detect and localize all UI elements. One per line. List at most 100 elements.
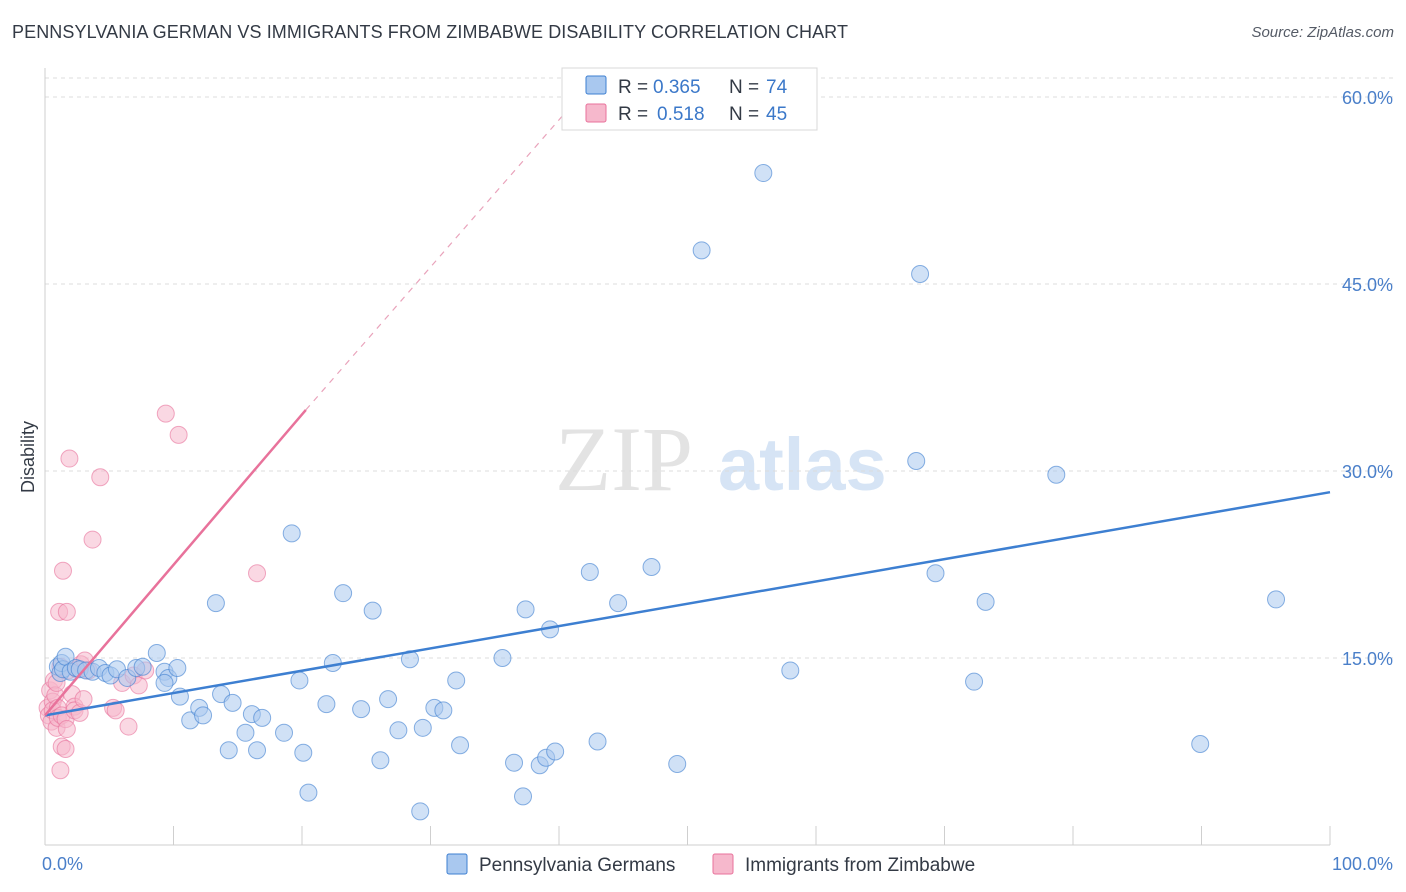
data-point-pennsylvania-german	[413, 718, 432, 737]
legend-swatch-blue	[585, 75, 607, 95]
data-point-pennsylvania-german	[248, 741, 267, 760]
watermark-atlas: atlas	[718, 423, 887, 506]
data-point-zimbabwe	[74, 690, 93, 709]
data-point-pennsylvania-german	[447, 671, 466, 690]
data-point-pennsylvania-german	[1047, 465, 1066, 484]
watermark-zip: ZIP	[555, 408, 693, 510]
data-point-pennsylvania-german	[451, 736, 470, 755]
y-axis-label: Disability	[18, 421, 38, 493]
data-point-zimbabwe	[248, 564, 267, 583]
data-point-zimbabwe	[57, 602, 76, 621]
data-point-pennsylvania-german	[206, 594, 225, 613]
series-legend-label-1: Pennsylvania Germans	[479, 855, 675, 876]
data-point-pennsylvania-german	[588, 732, 607, 751]
y-tick-labels: 15.0% 30.0% 45.0% 60.0%	[1342, 88, 1393, 669]
data-point-pennsylvania-german	[965, 672, 984, 691]
data-point-zimbabwe	[57, 720, 76, 739]
chart-title: PENNSYLVANIA GERMAN VS IMMIGRANTS FROM Z…	[12, 22, 849, 42]
axes	[44, 68, 1331, 846]
data-point-pennsylvania-german	[976, 592, 995, 611]
data-point-zimbabwe	[51, 761, 70, 780]
legend-n-label-1: N =	[729, 77, 759, 98]
data-point-zimbabwe	[119, 717, 138, 736]
data-point-pennsylvania-german	[1267, 590, 1286, 609]
x-tick-labels: 0.0% 100.0%	[42, 854, 1393, 874]
data-point-pennsylvania-german	[363, 601, 382, 620]
data-point-pennsylvania-german	[516, 600, 535, 619]
y-tick-label: 45.0%	[1342, 275, 1393, 295]
legend-n-value-2: 45	[766, 104, 787, 125]
data-point-pennsylvania-german	[907, 452, 926, 471]
data-point-pennsylvania-german	[781, 661, 800, 680]
data-point-pennsylvania-german	[334, 584, 353, 603]
series-legend-swatch-pink	[712, 853, 734, 875]
data-point-pennsylvania-german	[133, 657, 152, 676]
data-point-pennsylvania-german	[493, 649, 512, 667]
data-point-pennsylvania-german	[379, 690, 398, 709]
data-point-pennsylvania-german	[299, 783, 318, 802]
data-point-pennsylvania-german	[514, 787, 533, 806]
data-point-pennsylvania-german	[411, 802, 430, 821]
data-point-zimbabwe	[83, 530, 102, 549]
data-point-pennsylvania-german	[147, 644, 166, 663]
legend-n-value-1: 74	[766, 77, 788, 98]
data-point-pennsylvania-german	[294, 743, 313, 762]
gridlines	[45, 77, 1395, 659]
x-tick-label: 0.0%	[42, 854, 83, 874]
y-tick-label: 60.0%	[1342, 88, 1393, 108]
data-point-pennsylvania-german	[290, 671, 309, 690]
x-tick-label: 100.0%	[1332, 854, 1393, 874]
data-point-pennsylvania-german	[371, 751, 390, 770]
trend-lines	[44, 67, 1331, 717]
data-point-pennsylvania-german	[236, 723, 255, 742]
data-point-pennsylvania-german	[642, 557, 661, 576]
y-tick-label: 15.0%	[1342, 649, 1393, 669]
data-point-pennsylvania-german	[754, 164, 773, 183]
data-point-zimbabwe	[156, 404, 175, 423]
data-point-zimbabwe	[53, 561, 72, 580]
data-point-pennsylvania-german	[609, 594, 628, 613]
data-point-pennsylvania-german	[692, 241, 711, 260]
data-point-zimbabwe	[91, 468, 110, 487]
series-pennsylvania-germans	[48, 164, 1286, 821]
data-point-pennsylvania-german	[194, 706, 213, 725]
data-point-pennsylvania-german	[155, 673, 174, 692]
data-point-zimbabwe	[60, 449, 79, 468]
legend-r-value-1: 0.365	[653, 77, 701, 98]
data-point-pennsylvania-german	[546, 742, 565, 761]
data-point-pennsylvania-german	[434, 701, 453, 720]
data-point-pennsylvania-german	[168, 658, 187, 677]
correlation-legend: R = 0.365 N = 74 R = 0.518 N = 45	[561, 67, 818, 131]
data-point-pennsylvania-german	[253, 708, 272, 727]
data-point-pennsylvania-german	[323, 653, 342, 672]
legend-r-label-2: R =	[618, 104, 648, 125]
data-point-pennsylvania-german	[911, 265, 930, 284]
legend-r-label-1: R =	[618, 77, 648, 98]
data-point-pennsylvania-german	[389, 721, 408, 740]
data-point-zimbabwe	[169, 425, 188, 444]
watermark: ZIP atlas	[555, 408, 887, 510]
legend-r-value-2: 0.518	[657, 104, 705, 125]
data-point-pennsylvania-german	[1191, 735, 1210, 754]
data-point-pennsylvania-german	[668, 754, 687, 773]
source-credit: Source: ZipAtlas.com	[1251, 24, 1394, 41]
data-point-pennsylvania-german	[223, 693, 242, 712]
data-point-pennsylvania-german	[352, 700, 371, 719]
data-point-pennsylvania-german	[282, 524, 301, 543]
trend-line-zimbabwe-extension	[305, 67, 605, 411]
data-point-pennsylvania-german	[275, 723, 294, 742]
legend-n-label-2: N =	[729, 104, 759, 125]
series-legend-swatch-blue	[446, 853, 468, 875]
data-point-pennsylvania-german	[219, 741, 238, 760]
series-legend-label-2: Immigrants from Zimbabwe	[745, 855, 975, 876]
series-legend: Pennsylvania Germans Immigrants from Zim…	[446, 853, 975, 876]
data-point-pennsylvania-german	[317, 695, 336, 714]
data-point-pennsylvania-german	[926, 564, 945, 583]
data-point-pennsylvania-german	[580, 562, 599, 581]
legend-swatch-pink	[585, 103, 607, 123]
data-point-pennsylvania-german	[505, 753, 524, 772]
data-point-zimbabwe	[56, 740, 75, 759]
trend-line-pennsylvania-germans	[44, 490, 1331, 717]
trend-line-zimbabwe	[44, 409, 307, 717]
